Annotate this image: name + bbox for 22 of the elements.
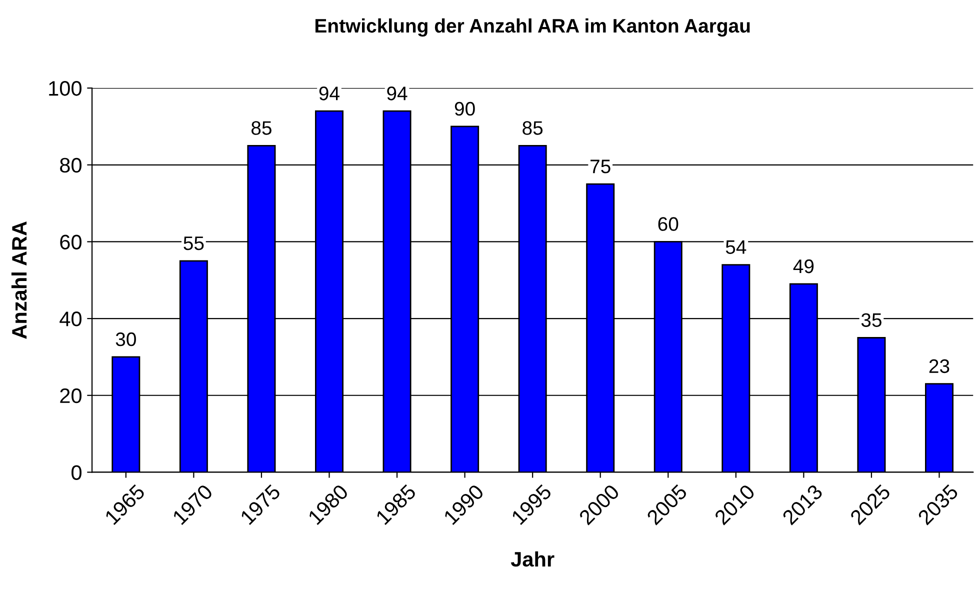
data-label: 75 xyxy=(590,160,610,174)
data-label: 94 xyxy=(387,86,408,100)
y-tick-label: 0 xyxy=(72,465,82,480)
data-label: 94 xyxy=(319,86,340,100)
x-axis-title: Jahr xyxy=(510,551,554,567)
y-tick-label: 80 xyxy=(60,158,82,173)
data-label: 90 xyxy=(454,102,475,116)
y-axis-title: Anzahl ARA xyxy=(11,221,27,339)
data-label: 85 xyxy=(522,121,543,135)
data-label: 55 xyxy=(184,236,204,250)
data-label: 35 xyxy=(861,313,882,327)
y-tick-label: 100 xyxy=(49,81,82,96)
chart-title: Entwicklung der Anzahl ARA im Kanton Aargau xyxy=(316,18,750,37)
data-label: 54 xyxy=(726,240,746,254)
data-label: 30 xyxy=(116,332,136,346)
y-tick-label: 40 xyxy=(60,312,82,326)
data-label: 85 xyxy=(252,121,272,135)
y-tick-label: 60 xyxy=(60,234,82,250)
data-label: 23 xyxy=(929,359,950,374)
y-tick-label: 20 xyxy=(60,388,82,404)
data-label: 49 xyxy=(793,259,814,274)
data-label: 60 xyxy=(658,217,678,231)
